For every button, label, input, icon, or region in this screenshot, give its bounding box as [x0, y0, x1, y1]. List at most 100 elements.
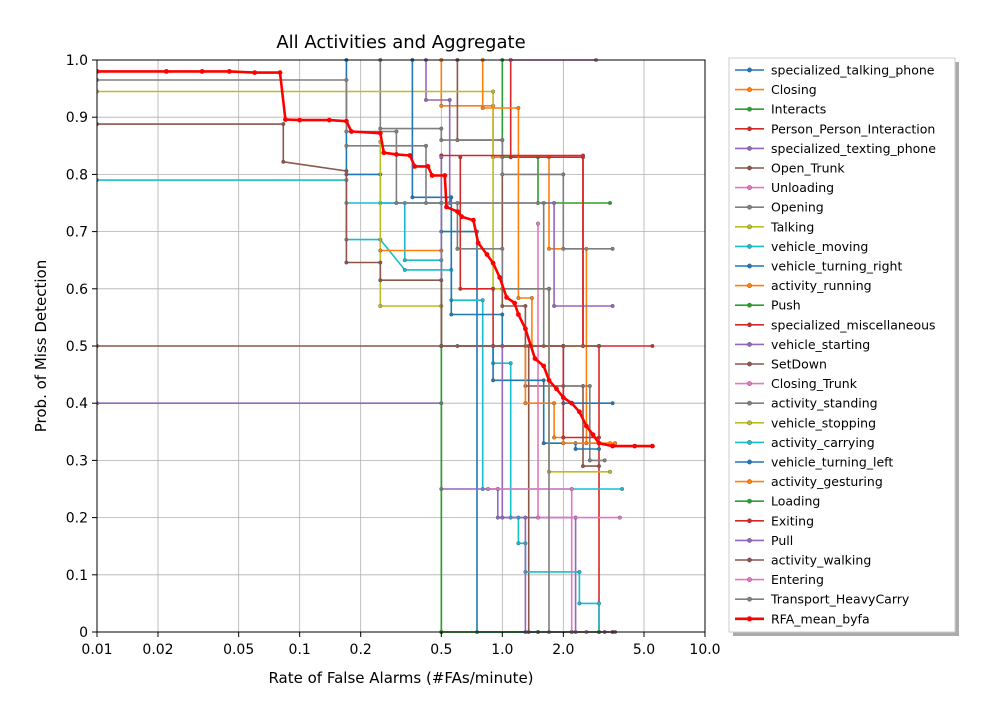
- series-line: [97, 123, 599, 347]
- data-point: [439, 344, 444, 349]
- data-point: [561, 172, 566, 177]
- data-point: [523, 515, 528, 520]
- data-point: [523, 304, 528, 309]
- data-point: [597, 447, 602, 452]
- data-point: [277, 70, 283, 75]
- legend-marker-swatch: [747, 145, 752, 151]
- legend-label: Exiting: [771, 513, 814, 528]
- x-tick-label: 0.5: [430, 642, 452, 658]
- legend-label: Pull: [771, 533, 793, 548]
- legend-label: specialized_texting_phone: [771, 141, 936, 156]
- chart-title: All Activities and Aggregate: [276, 32, 525, 53]
- x-tick-label: 1.0: [491, 642, 513, 658]
- data-point: [536, 515, 541, 520]
- legend-entry: Closing_Trunk: [735, 376, 858, 391]
- x-tick-label: 0.05: [223, 642, 254, 658]
- data-point: [516, 105, 521, 110]
- data-point: [610, 401, 615, 406]
- data-point: [500, 246, 505, 251]
- legend-label: Closing: [771, 82, 817, 97]
- y-tick-label: 0.8: [66, 167, 88, 183]
- data-point: [447, 97, 452, 102]
- series-closing-trunk: [536, 221, 622, 520]
- data-point: [500, 138, 505, 143]
- data-point: [378, 278, 383, 283]
- data-point: [281, 159, 286, 164]
- legend-label: activity_running: [771, 278, 872, 293]
- data-point: [610, 443, 615, 449]
- legend-marker-swatch: [747, 381, 752, 386]
- data-point: [412, 164, 418, 169]
- data-point: [344, 143, 349, 148]
- legend-entry: Push: [735, 298, 801, 313]
- legend-label: vehicle_moving: [771, 239, 868, 254]
- data-point: [620, 487, 625, 492]
- data-point: [297, 117, 303, 123]
- legend-marker-swatch: [747, 538, 752, 543]
- data-point: [516, 312, 521, 317]
- data-point: [164, 69, 169, 74]
- legend-entry: Pull: [735, 533, 793, 548]
- legend-marker-swatch: [747, 224, 752, 230]
- data-point: [458, 155, 463, 160]
- legend-marker-swatch: [747, 243, 752, 249]
- data-point: [378, 248, 383, 253]
- legend-box: [728, 57, 956, 633]
- data-point: [344, 260, 349, 265]
- legend-entry: activity_carrying: [735, 435, 875, 450]
- data-point: [480, 105, 485, 110]
- data-point: [439, 103, 444, 108]
- data-point: [610, 246, 615, 251]
- legend-label: specialized_miscellaneous: [771, 317, 936, 332]
- legend-marker-swatch: [747, 204, 752, 210]
- data-point: [500, 515, 505, 520]
- data-point: [590, 432, 596, 438]
- legend-label: Transport_HeavyCarry: [770, 592, 910, 607]
- series-rfa-mean-byfa: [97, 69, 655, 449]
- legend-label: vehicle_turning_left: [771, 455, 893, 470]
- y-tick-label: 0.2: [66, 511, 88, 527]
- y-tick-label: 0.5: [66, 339, 88, 355]
- legend-entry: Loading: [735, 494, 820, 509]
- data-point: [410, 195, 415, 200]
- legend-entry: specialized_texting_phone: [735, 141, 936, 156]
- data-point: [597, 344, 602, 349]
- y-tick-label: 0: [79, 625, 88, 641]
- data-point: [508, 361, 513, 366]
- data-point: [546, 377, 552, 383]
- y-tick-label: 0.6: [66, 282, 88, 298]
- legend-entry: SetDown: [735, 357, 827, 372]
- data-point: [497, 275, 503, 280]
- legend-entry: Person_Person_Interaction: [735, 121, 935, 136]
- y-tick-label: 0.1: [66, 568, 88, 584]
- data-point: [407, 153, 413, 158]
- legend-items: specialized_talking_phone Closing Interact…: [735, 63, 936, 626]
- data-point: [547, 246, 552, 251]
- data-point: [377, 130, 383, 136]
- data-point: [439, 278, 444, 283]
- data-point: [394, 152, 399, 157]
- data-point: [378, 260, 383, 265]
- data-point: [596, 440, 602, 446]
- legend-marker-swatch: [747, 518, 752, 524]
- legend-marker-swatch: [746, 616, 753, 622]
- legend-marker-swatch: [747, 557, 752, 563]
- data-point: [552, 435, 557, 440]
- legend-entry: activity_gesturing: [735, 474, 883, 489]
- legend-label: vehicle_stopping: [771, 415, 876, 430]
- legend-marker-swatch: [747, 596, 752, 602]
- data-point: [523, 326, 528, 332]
- legend-label: Push: [771, 298, 801, 313]
- legend-entry: Unloading: [735, 180, 834, 195]
- data-point: [402, 258, 407, 263]
- data-point: [561, 441, 566, 446]
- data-point: [495, 515, 500, 520]
- data-point: [597, 464, 602, 469]
- data-point: [402, 267, 407, 272]
- legend-entry: RFA_mean_byfa: [735, 611, 870, 626]
- data-point: [552, 401, 557, 406]
- data-point: [602, 458, 607, 463]
- legend-entry: Entering: [735, 572, 824, 587]
